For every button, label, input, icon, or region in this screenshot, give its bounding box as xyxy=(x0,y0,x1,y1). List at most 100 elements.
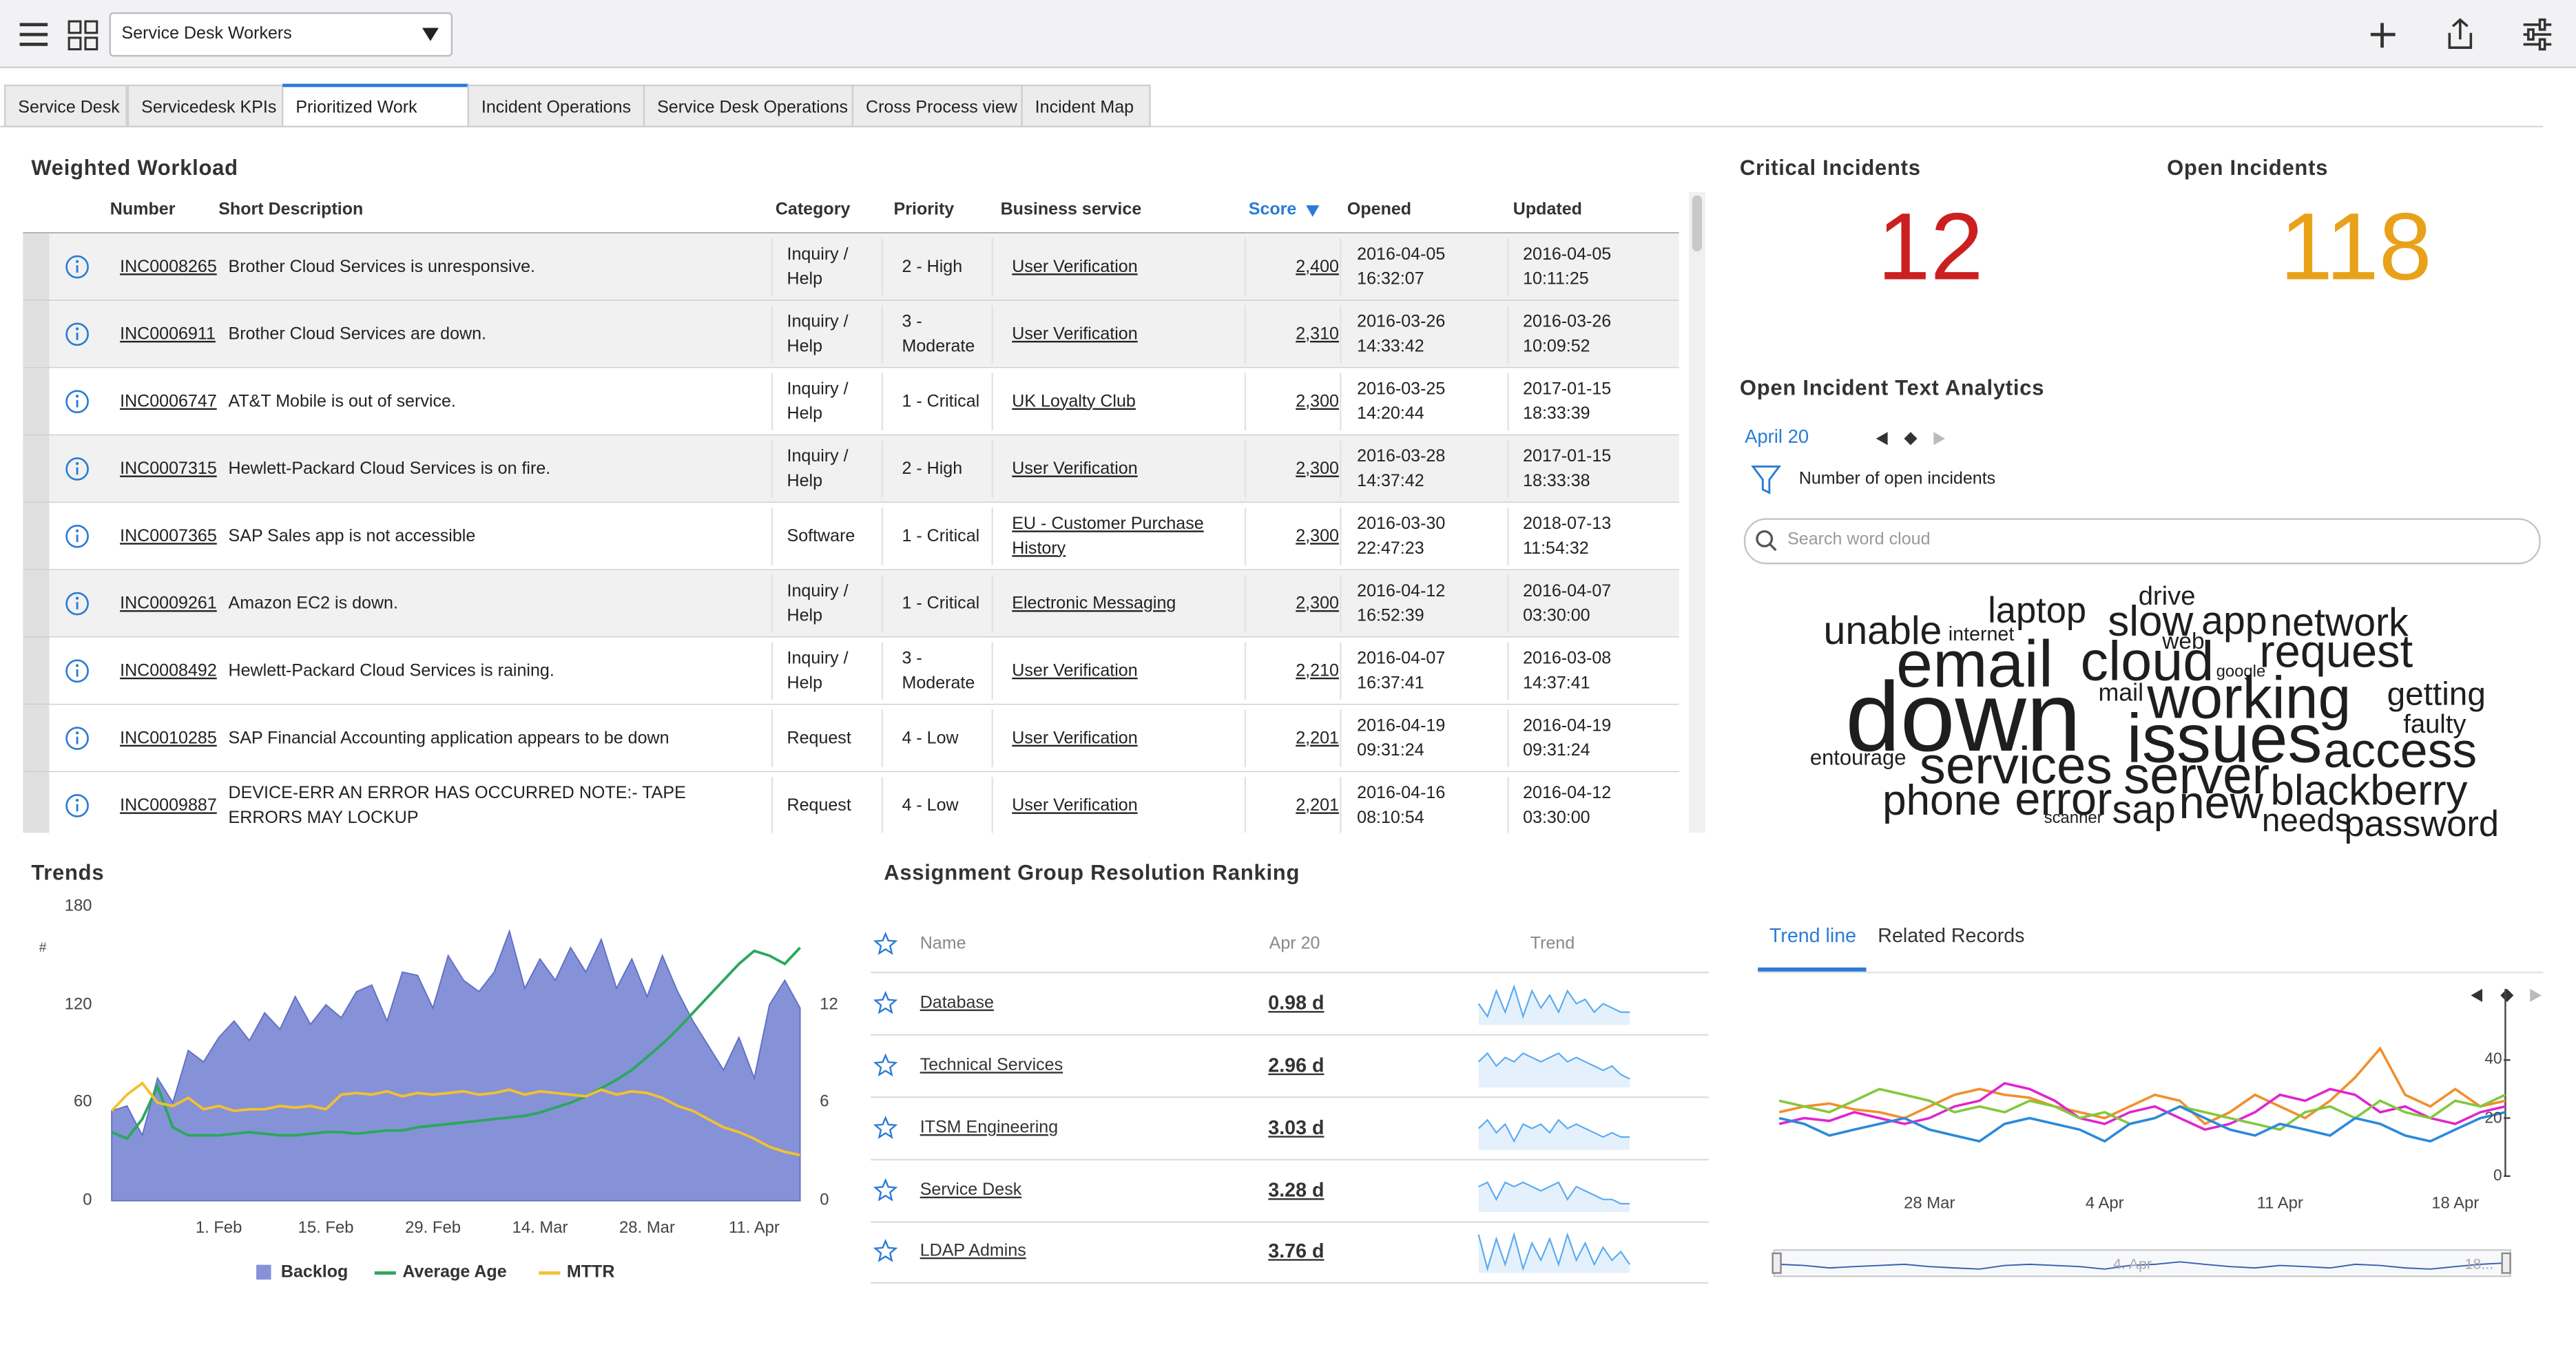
word[interactable]: scanner xyxy=(2044,809,2103,828)
incident-number[interactable]: INC0010285 xyxy=(120,727,217,748)
incident-number[interactable]: INC0006911 xyxy=(120,323,216,344)
date-label[interactable]: April 20 xyxy=(1745,428,1809,448)
business-service[interactable]: EU - Customer Purchase History xyxy=(1012,513,1204,558)
tab[interactable] xyxy=(643,84,854,127)
incident-number[interactable]: INC0007315 xyxy=(120,458,217,479)
business-service[interactable]: User Verification xyxy=(1012,795,1138,815)
resolution-time[interactable]: 3.28 d xyxy=(1268,1178,1325,1202)
word[interactable]: app xyxy=(2201,599,2267,644)
menu-icon[interactable] xyxy=(19,23,48,46)
word[interactable]: email xyxy=(1896,629,2054,702)
word[interactable]: issues xyxy=(2126,700,2323,778)
info-icon[interactable] xyxy=(65,592,89,616)
word[interactable]: password xyxy=(2344,803,2500,844)
grid-icon[interactable] xyxy=(67,20,98,51)
scroll-thumb[interactable] xyxy=(1692,195,1703,251)
tab-label[interactable]: Prioritized Work xyxy=(295,97,417,118)
word[interactable]: laptop xyxy=(1988,589,2087,631)
star-icon[interactable] xyxy=(873,1053,898,1077)
tab-label[interactable]: Related Records xyxy=(1878,923,2025,948)
word[interactable]: working xyxy=(2147,663,2351,731)
word[interactable]: services xyxy=(1919,735,2112,795)
word[interactable]: request xyxy=(2259,625,2413,677)
score[interactable]: 2,300 xyxy=(1296,593,1339,613)
word[interactable]: network xyxy=(2270,601,2409,646)
word[interactable]: unable xyxy=(1823,609,1942,654)
score[interactable]: 2,201 xyxy=(1296,727,1339,748)
filter-icon[interactable] xyxy=(1751,465,1782,494)
word[interactable]: faulty xyxy=(2403,711,2466,740)
incident-number[interactable]: INC0009261 xyxy=(120,593,217,613)
tab-label[interactable]: Service Desk xyxy=(18,97,120,118)
info-icon[interactable] xyxy=(65,322,89,346)
incident-number[interactable]: INC0007365 xyxy=(120,525,217,545)
info-icon[interactable] xyxy=(65,659,89,683)
word[interactable]: needs xyxy=(2261,803,2351,839)
word[interactable]: getting xyxy=(2387,676,2486,713)
legend-label[interactable]: Backlog xyxy=(280,1262,349,1282)
info-icon[interactable] xyxy=(65,727,89,750)
settings-icon[interactable] xyxy=(2523,18,2552,51)
group-name[interactable]: ITSM Engineering xyxy=(920,1118,1059,1138)
share-icon[interactable] xyxy=(2448,18,2473,49)
tab-label[interactable]: Service Desk Operations xyxy=(657,97,849,118)
business-service[interactable]: User Verification xyxy=(1012,458,1138,479)
legend-label[interactable]: Average Age xyxy=(402,1262,507,1282)
word[interactable]: cloud xyxy=(2080,630,2214,693)
score[interactable]: 2,201 xyxy=(1296,795,1339,815)
tab-label[interactable]: Cross Process view xyxy=(866,97,1017,118)
word[interactable]: access xyxy=(2323,724,2478,779)
tab[interactable] xyxy=(127,84,284,127)
column-header[interactable]: Short Description xyxy=(218,199,364,220)
word[interactable]: entourage xyxy=(1809,744,1907,770)
tab-label[interactable]: Trend line xyxy=(1769,923,1857,948)
word[interactable]: new xyxy=(2179,777,2264,828)
business-service[interactable]: User Verification xyxy=(1012,660,1138,680)
star-icon[interactable] xyxy=(873,1238,898,1262)
word[interactable]: web xyxy=(2162,627,2205,654)
word[interactable]: mail xyxy=(2098,679,2144,707)
add-icon[interactable] xyxy=(2370,23,2396,48)
group-name[interactable]: Service Desk xyxy=(920,1180,1022,1200)
info-icon[interactable] xyxy=(65,524,89,548)
star-icon[interactable] xyxy=(873,1178,898,1202)
date-nav[interactable] xyxy=(1876,432,1946,446)
group-name[interactable]: Database xyxy=(920,992,994,1013)
resolution-time[interactable]: 2.96 d xyxy=(1268,1054,1325,1077)
group-name[interactable]: Technical Services xyxy=(920,1055,1063,1076)
info-icon[interactable] xyxy=(65,390,89,413)
tab[interactable] xyxy=(282,84,469,127)
tab-label[interactable]: Incident Operations xyxy=(481,97,632,118)
star-icon[interactable] xyxy=(873,1116,898,1139)
info-icon[interactable] xyxy=(65,457,89,481)
column-header[interactable]: Priority xyxy=(893,199,955,220)
score[interactable]: 2,300 xyxy=(1296,390,1339,411)
word[interactable]: internet xyxy=(1948,622,2015,646)
incident-number[interactable]: INC0009887 xyxy=(120,795,217,815)
word[interactable]: down xyxy=(1845,662,2081,773)
word[interactable]: phone xyxy=(1882,775,2002,825)
column-header[interactable]: Business service xyxy=(1000,199,1142,220)
score[interactable]: 2,210 xyxy=(1296,660,1339,680)
word[interactable]: drive xyxy=(2138,583,2196,612)
incident-number[interactable]: INC0008265 xyxy=(120,256,217,276)
score[interactable]: 2,310 xyxy=(1296,323,1339,344)
score[interactable]: 2,400 xyxy=(1296,256,1339,276)
resolution-time[interactable]: 3.03 d xyxy=(1268,1116,1325,1140)
score[interactable]: 2,300 xyxy=(1296,525,1339,545)
star-icon[interactable] xyxy=(873,990,898,1014)
info-icon[interactable] xyxy=(65,794,89,817)
tab-label[interactable]: Incident Map xyxy=(1035,97,1134,118)
tab-label[interactable]: Servicedesk KPIs xyxy=(141,97,277,118)
business-service[interactable]: UK Loyalty Club xyxy=(1012,390,1136,411)
column-header[interactable]: Score xyxy=(1248,199,1297,220)
word[interactable]: slow xyxy=(2108,596,2194,646)
incident-number[interactable]: INC0006747 xyxy=(120,390,217,411)
info-icon[interactable] xyxy=(65,255,89,279)
word[interactable]: error xyxy=(2015,773,2112,825)
resolution-time[interactable]: 0.98 d xyxy=(1268,991,1325,1014)
incident-number[interactable]: INC0008492 xyxy=(120,660,217,680)
column-header[interactable]: Opened xyxy=(1347,199,1412,220)
word[interactable]: blackberry xyxy=(2270,765,2468,815)
score[interactable]: 2,300 xyxy=(1296,458,1339,479)
